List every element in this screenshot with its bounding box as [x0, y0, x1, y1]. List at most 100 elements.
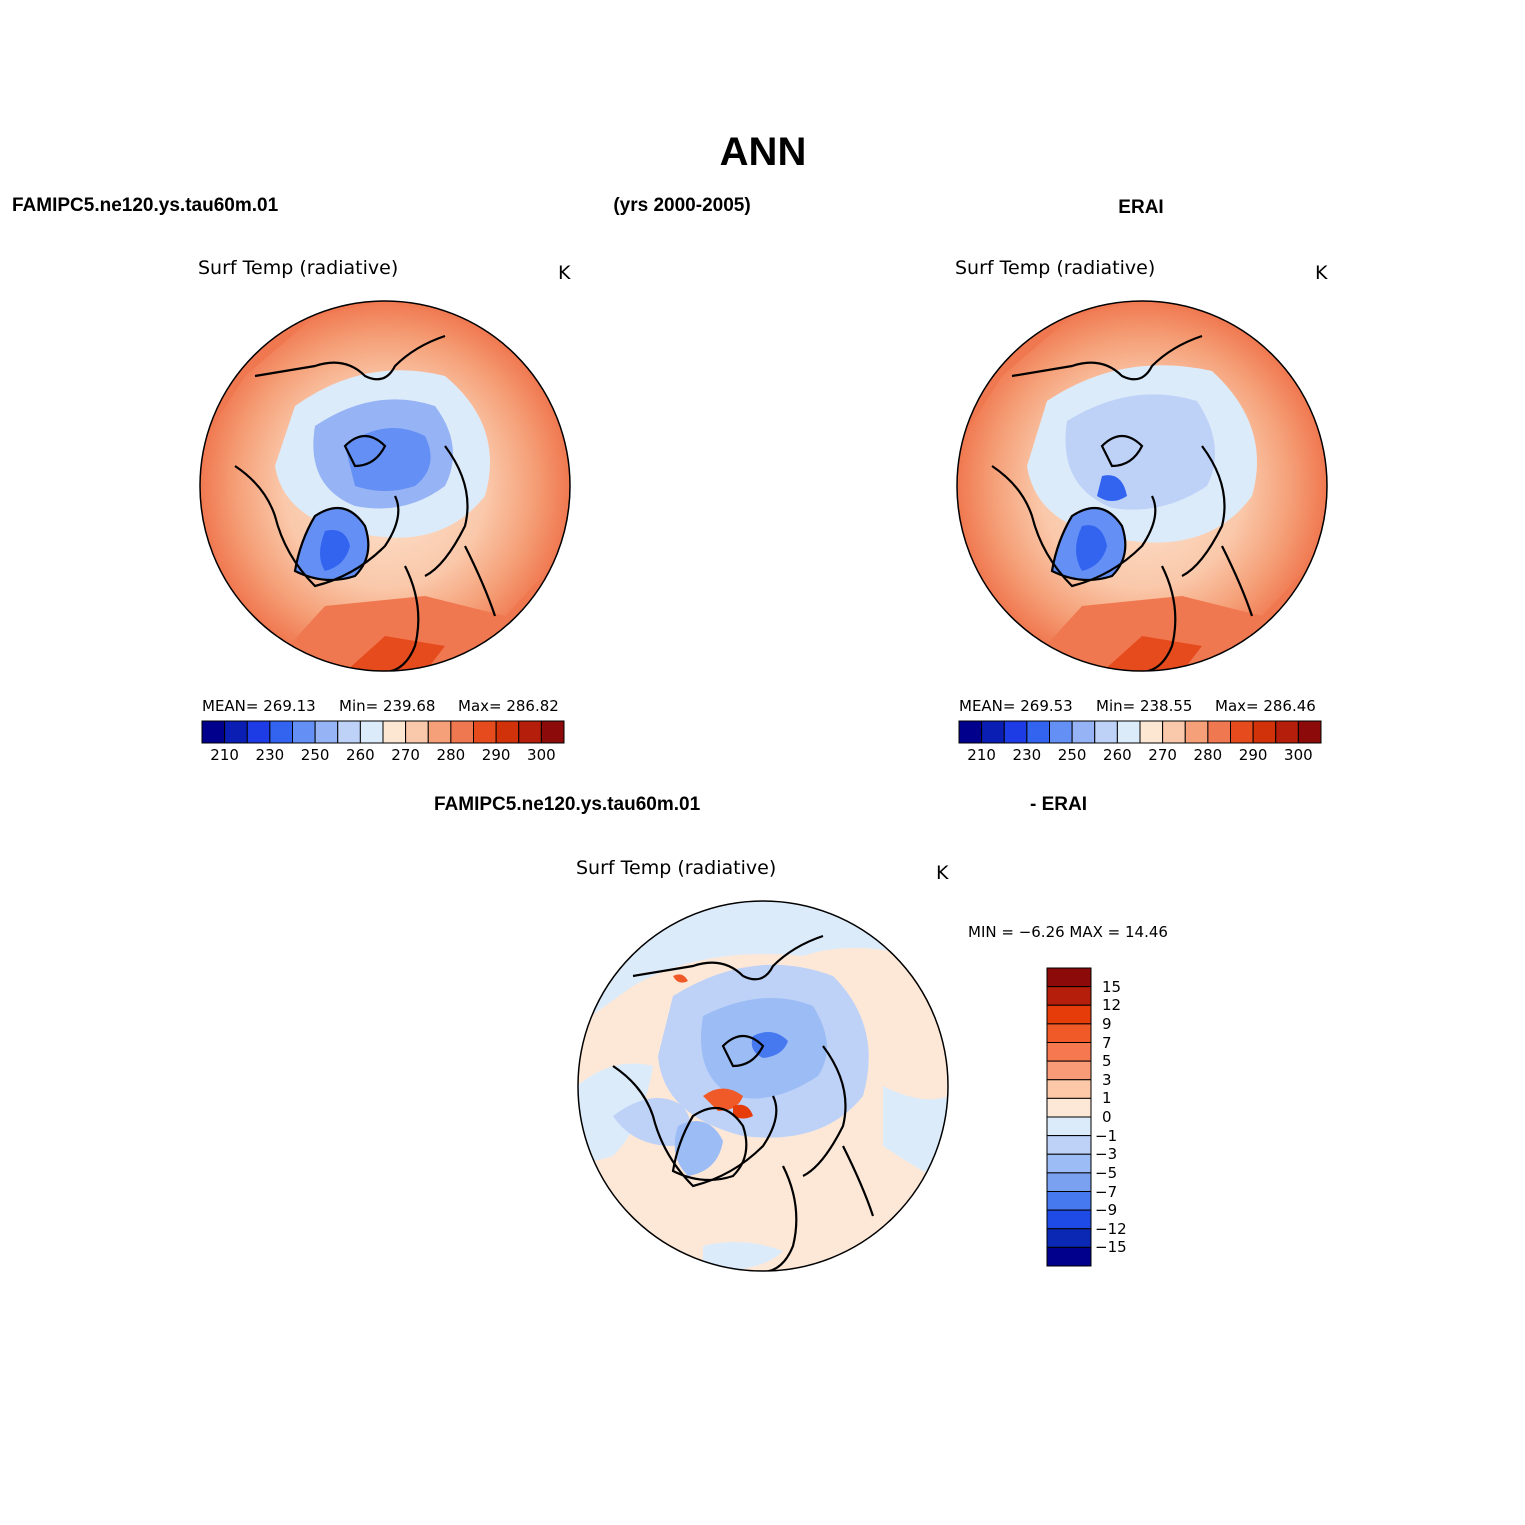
map-model [199, 300, 571, 672]
colorbar-swatch [1184, 720, 1209, 744]
colorbar-swatch [1046, 1135, 1092, 1155]
colorbar-tick-label: 250 [300, 746, 330, 764]
colorbar-tick-label: 300 [1284, 746, 1313, 764]
colorbar-tick-label: 12 [1102, 996, 1122, 1015]
colorbar-swatch [314, 720, 339, 744]
colorbar-swatch [1046, 1153, 1092, 1174]
colorbar-swatch [1046, 1004, 1092, 1025]
colorbar-tick-label: 210 [210, 746, 239, 764]
panel-obs-variable: Surf Temp (radiative) [955, 257, 1156, 279]
colorbar-tick-label: 15 [1102, 977, 1122, 996]
diff-right-label: - ERAI [1030, 794, 1087, 815]
colorbar-swatch [1252, 720, 1277, 744]
colorbar-tick-label: 300 [527, 746, 556, 764]
colorbar-tick-label: −15 [1095, 1238, 1127, 1257]
colorbar-swatch [1046, 1172, 1092, 1192]
colorbar-tick-label: −5 [1095, 1163, 1118, 1182]
colorbar-swatch [269, 720, 293, 744]
map-diff [577, 900, 949, 1272]
case-name-label: FAMIPC5.ne120.ys.tau60m.01 [12, 195, 279, 216]
colorbar-swatch [1046, 986, 1092, 1006]
map-obs [956, 300, 1328, 672]
panel-model-variable: Surf Temp (radiative) [198, 257, 399, 279]
colorbar-tick-label: 250 [1057, 746, 1087, 764]
colorbar-tick-label: −1 [1095, 1126, 1118, 1145]
colorbar-swatch [1116, 720, 1141, 744]
colorbar-swatch [224, 720, 248, 744]
colorbar-swatch [981, 720, 1005, 744]
panel-diff-variable: Surf Temp (radiative) [576, 857, 777, 879]
colorbar-model-ticks: 210 230 250 260 270 280 290 300 [202, 746, 564, 766]
colorbar-swatch [1046, 1228, 1092, 1248]
colorbar-swatch [958, 720, 983, 744]
colorbar-tick-label: 230 [255, 746, 285, 764]
colorbar-swatch [405, 720, 429, 744]
colorbar-tick-label: −7 [1095, 1182, 1118, 1201]
colorbar-swatch [1094, 720, 1118, 744]
colorbar-swatch [540, 720, 565, 744]
colorbar-model [201, 720, 565, 744]
colorbar-swatch [1162, 720, 1186, 744]
colorbar-tick-label: 9 [1102, 1014, 1112, 1033]
panel-obs-units: K [1315, 262, 1328, 284]
panel-obs-max: Max= 286.46 [1215, 697, 1316, 715]
colorbar-swatch [1071, 720, 1096, 744]
colorbar-obs [958, 720, 1322, 744]
colorbar-tick-label: 260 [1103, 746, 1132, 764]
panel-diff-units: K [936, 862, 949, 884]
colorbar-tick-label: 1 [1102, 1089, 1112, 1108]
colorbar-tick-label: −12 [1095, 1219, 1127, 1238]
colorbar-swatch [382, 720, 407, 744]
panel-obs-min: Min= 238.55 [1096, 697, 1193, 715]
colorbar-swatch [1297, 720, 1322, 744]
colorbar-swatch [1046, 1060, 1092, 1081]
figure-title: ANN [719, 130, 807, 174]
colorbar-swatch [1046, 967, 1092, 988]
colorbar-swatch [1046, 1097, 1092, 1118]
panel-model-units: K [558, 262, 571, 284]
colorbar-tick-label: 270 [391, 746, 420, 764]
colorbar-swatch [1046, 1116, 1092, 1137]
colorbar-swatch [337, 720, 361, 744]
colorbar-tick-label: 230 [1012, 746, 1042, 764]
colorbar-swatch [450, 720, 474, 744]
colorbar-swatch [1139, 720, 1164, 744]
colorbar-tick-label: 3 [1102, 1070, 1112, 1089]
colorbar-swatch [1046, 1209, 1092, 1230]
colorbar-tick-label: 290 [481, 746, 511, 764]
colorbar-swatch [1046, 1023, 1092, 1043]
colorbar-swatch [1003, 720, 1028, 744]
diff-left-label: FAMIPC5.ne120.ys.tau60m.01 [434, 794, 701, 815]
colorbar-tick-label: 0 [1102, 1108, 1112, 1126]
colorbar-swatch [518, 720, 542, 744]
colorbar-diff-ticks: 15 12 9 7 5 3 1 0 −1 −3 −5 −7 −9 −12 −15 [1095, 968, 1155, 1266]
colorbar-tick-label: 270 [1148, 746, 1177, 764]
colorbar-tick-label: 280 [1193, 746, 1223, 764]
colorbar-diff [1046, 967, 1092, 1267]
colorbar-swatch [1230, 720, 1254, 744]
colorbar-tick-label: 260 [346, 746, 375, 764]
colorbar-tick-label: −9 [1095, 1201, 1118, 1220]
colorbar-swatch [1046, 1079, 1092, 1099]
panel-diff-minmax: MIN = −6.26 MAX = 14.46 [968, 923, 1168, 941]
colorbar-swatch [1046, 1246, 1092, 1267]
colorbar-swatch [473, 720, 497, 744]
colorbar-swatch [1026, 720, 1050, 744]
colorbar-tick-label: 5 [1102, 1052, 1112, 1071]
colorbar-swatch [1046, 1042, 1092, 1062]
colorbar-obs-ticks: 210 230 250 260 270 280 290 300 [959, 746, 1321, 766]
years-label: (yrs 2000-2005) [613, 195, 751, 216]
obs-name-label: ERAI [1118, 197, 1164, 218]
colorbar-swatch [359, 720, 384, 744]
colorbar-swatch [1046, 1191, 1092, 1211]
colorbar-tick-label: 210 [967, 746, 996, 764]
colorbar-tick-label: −3 [1095, 1145, 1118, 1164]
colorbar-swatch [1275, 720, 1299, 744]
colorbar-swatch [201, 720, 226, 744]
colorbar-swatch [427, 720, 452, 744]
panel-model-mean: MEAN= 269.13 [202, 697, 316, 715]
panel-model-min: Min= 239.68 [339, 697, 436, 715]
colorbar-swatch [495, 720, 520, 744]
colorbar-swatch [246, 720, 271, 744]
colorbar-tick-label: 280 [436, 746, 466, 764]
